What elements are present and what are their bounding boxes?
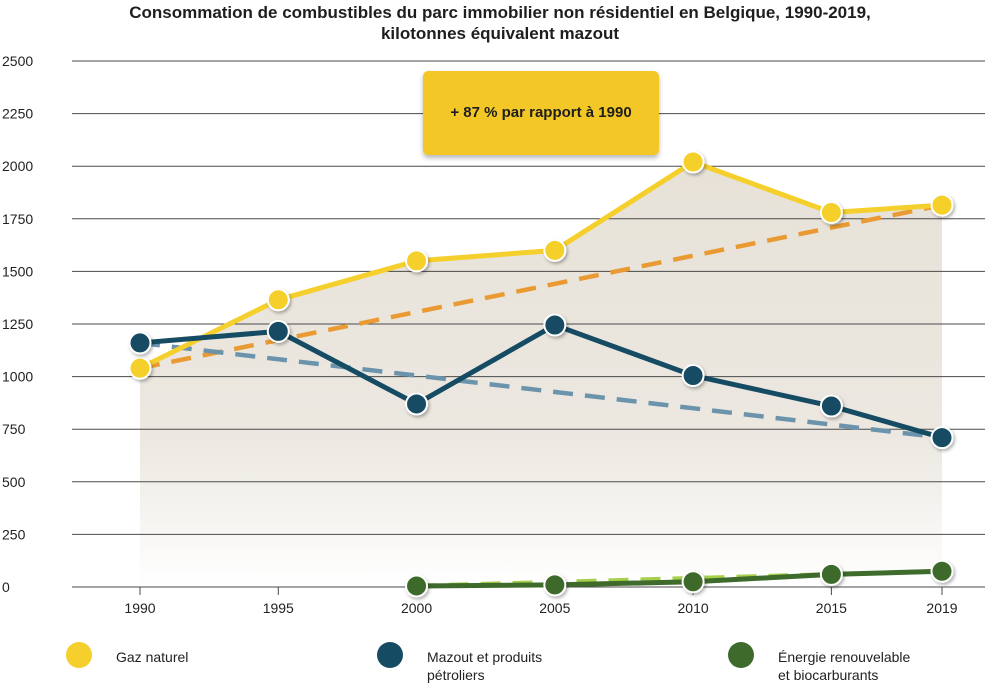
y-tick-2500: 2500 (2, 53, 33, 69)
trend-line-energie-renouvelable-et-biocarburants (416, 568, 943, 589)
y-tick-2250: 2250 (2, 106, 33, 122)
point-energie-renouvelable-et-biocarburants-2019 (930, 559, 954, 583)
point-mazout-et-produits-petroliers-2010 (681, 364, 705, 388)
x-tick-2015: 2015 (816, 600, 847, 616)
y-tick-2000: 2000 (2, 158, 33, 174)
y-tick-250: 250 (2, 526, 26, 542)
y-tick-0: 0 (2, 579, 10, 595)
trend-line-mazout-et-produits-petroliers (139, 340, 943, 440)
x-tick-2000: 2000 (401, 600, 432, 616)
x-tick-1995: 1995 (263, 600, 294, 616)
point-gaz-naturel-2019 (930, 193, 954, 217)
y-tick-1250: 1250 (2, 316, 33, 332)
legend-label-gaz-naturel: Gaz naturel (116, 649, 189, 665)
annotation-box (423, 71, 659, 155)
legend-label-renouvelable: Énergie renouvelable et biocarburants (778, 649, 911, 683)
point-energie-renouvelable-et-biocarburants-2015 (819, 562, 843, 586)
point-mazout-et-produits-petroliers-2019 (930, 426, 954, 450)
point-energie-renouvelable-et-biocarburants-2005 (543, 573, 567, 597)
x-tick-2010: 2010 (678, 600, 709, 616)
point-gaz-naturel-2005 (543, 238, 567, 262)
point-gaz-naturel-2010 (681, 150, 705, 174)
point-mazout-et-produits-petroliers-1995 (266, 319, 290, 343)
point-gaz-naturel-1995 (266, 288, 290, 312)
x-tick-2005: 2005 (539, 600, 570, 616)
x-tick-1990: 1990 (124, 600, 155, 616)
point-mazout-et-produits-petroliers-1990 (128, 331, 152, 355)
point-mazout-et-produits-petroliers-2000 (405, 392, 429, 416)
y-tick-750: 750 (2, 421, 26, 437)
line-chart: 0 250 500 750 1000 1250 1500 1750 2000 2250 2500 19… (2, 53, 985, 616)
chart-title-line-1: Consommation de combustibles du parc imm… (129, 3, 871, 22)
x-tick-2019: 2019 (926, 600, 957, 616)
legend-marker-gaz-naturel (66, 642, 92, 668)
point-mazout-et-produits-petroliers-2005 (543, 313, 567, 337)
legend-marker-renouvelable (728, 642, 754, 668)
y-tick-1750: 1750 (2, 211, 33, 227)
chart-title: Consommation de combustibles du parc imm… (0, 2, 1000, 44)
y-tick-1000: 1000 (2, 369, 33, 385)
point-energie-renouvelable-et-biocarburants-2010 (681, 570, 705, 594)
y-tick-1500: 1500 (2, 263, 33, 279)
annotation-text: + 87 % par rapport à 1990 (450, 104, 631, 121)
area-gaz-naturel (140, 161, 942, 587)
point-mazout-et-produits-petroliers-2015 (819, 394, 843, 418)
point-gaz-naturel-2015 (819, 200, 843, 224)
point-gaz-naturel-2000 (405, 249, 429, 273)
point-gaz-naturel-1990 (128, 356, 152, 380)
y-tick-500: 500 (2, 474, 26, 490)
legend-label-mazout: Mazout et produits pétroliers (427, 649, 543, 683)
legend-marker-mazout (377, 642, 403, 668)
chart-subtitle: kilotonnes équivalent mazout (380, 24, 620, 43)
point-energie-renouvelable-et-biocarburants-2000 (405, 574, 429, 598)
